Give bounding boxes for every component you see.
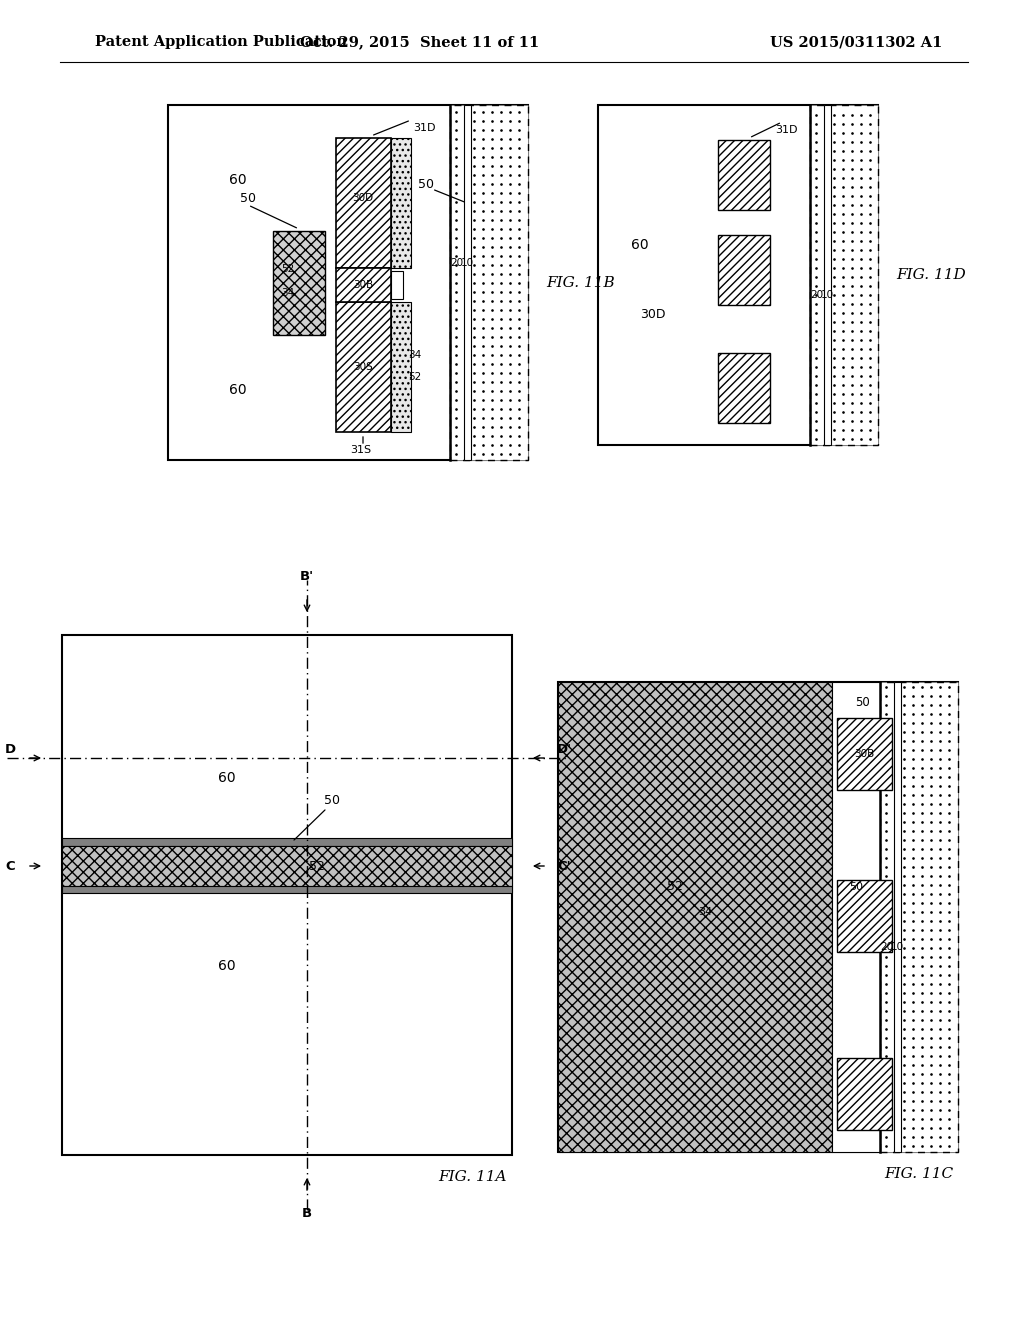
Text: 60: 60	[631, 238, 649, 252]
Text: 34: 34	[282, 288, 295, 298]
Text: 52: 52	[667, 880, 683, 894]
Bar	[837, 1059, 892, 1130]
Text: 60: 60	[229, 173, 247, 187]
Bar	[718, 352, 770, 422]
Text: 30D: 30D	[352, 193, 374, 203]
Text: 10: 10	[461, 257, 473, 268]
Bar	[391, 302, 411, 432]
Text: 52: 52	[409, 372, 422, 381]
Bar	[558, 682, 958, 1152]
Bar	[824, 106, 831, 445]
Bar	[273, 231, 325, 335]
Text: FIG. 11C: FIG. 11C	[884, 1167, 953, 1181]
Text: 31S: 31S	[350, 445, 372, 455]
Text: C: C	[5, 859, 14, 873]
Bar	[894, 682, 901, 1152]
Text: 50: 50	[418, 178, 434, 191]
Bar	[837, 718, 892, 789]
Text: Patent Application Publication: Patent Application Publication	[95, 36, 347, 49]
Bar	[837, 880, 892, 952]
Bar	[391, 139, 411, 268]
Text: 30B: 30B	[353, 280, 373, 290]
Text: 50: 50	[849, 882, 863, 892]
Text: 20: 20	[881, 942, 894, 952]
Bar	[718, 140, 770, 210]
Bar	[831, 682, 880, 1152]
Text: B: B	[302, 1206, 312, 1220]
Text: 50: 50	[324, 795, 340, 808]
Text: 31D: 31D	[775, 125, 798, 135]
Text: D': D'	[556, 743, 571, 756]
Bar	[558, 682, 831, 1152]
Text: 31D: 31D	[413, 123, 435, 133]
Bar	[62, 846, 512, 886]
Bar	[336, 302, 391, 432]
Text: Oct. 29, 2015  Sheet 11 of 11: Oct. 29, 2015 Sheet 11 of 11	[300, 36, 540, 49]
Bar	[336, 268, 391, 302]
Text: 50: 50	[855, 696, 870, 709]
Text: FIG. 11B: FIG. 11B	[546, 276, 614, 290]
Bar	[62, 886, 512, 894]
Text: C': C'	[557, 859, 570, 873]
Bar	[336, 139, 391, 268]
Text: 34: 34	[409, 350, 422, 360]
Text: FIG. 11D: FIG. 11D	[896, 268, 966, 282]
Bar	[391, 271, 403, 300]
Text: 30S: 30S	[353, 362, 373, 372]
Text: US 2015/0311302 A1: US 2015/0311302 A1	[770, 36, 942, 49]
Bar	[62, 635, 512, 1155]
Text: 30B: 30B	[854, 748, 874, 759]
Bar	[810, 106, 878, 445]
Text: 60: 60	[218, 771, 236, 785]
Text: 52: 52	[309, 859, 325, 873]
Text: 60: 60	[229, 383, 247, 397]
Bar	[464, 106, 471, 459]
Text: 10: 10	[820, 290, 834, 300]
Bar	[450, 106, 528, 459]
Bar	[880, 682, 958, 1152]
Text: 20: 20	[451, 257, 464, 268]
Text: 20: 20	[810, 290, 823, 300]
Text: 50: 50	[240, 193, 256, 206]
Text: 10: 10	[891, 942, 903, 952]
Text: 60: 60	[218, 960, 236, 973]
Bar	[598, 106, 878, 445]
Text: B': B'	[300, 570, 314, 583]
Bar	[168, 106, 528, 459]
Text: 30D: 30D	[640, 309, 666, 322]
Text: 52: 52	[282, 264, 295, 275]
Text: FIG. 11A: FIG. 11A	[438, 1170, 507, 1184]
Text: D: D	[4, 743, 15, 756]
Bar	[62, 838, 512, 846]
Bar	[718, 235, 770, 305]
Text: 34: 34	[698, 907, 712, 917]
